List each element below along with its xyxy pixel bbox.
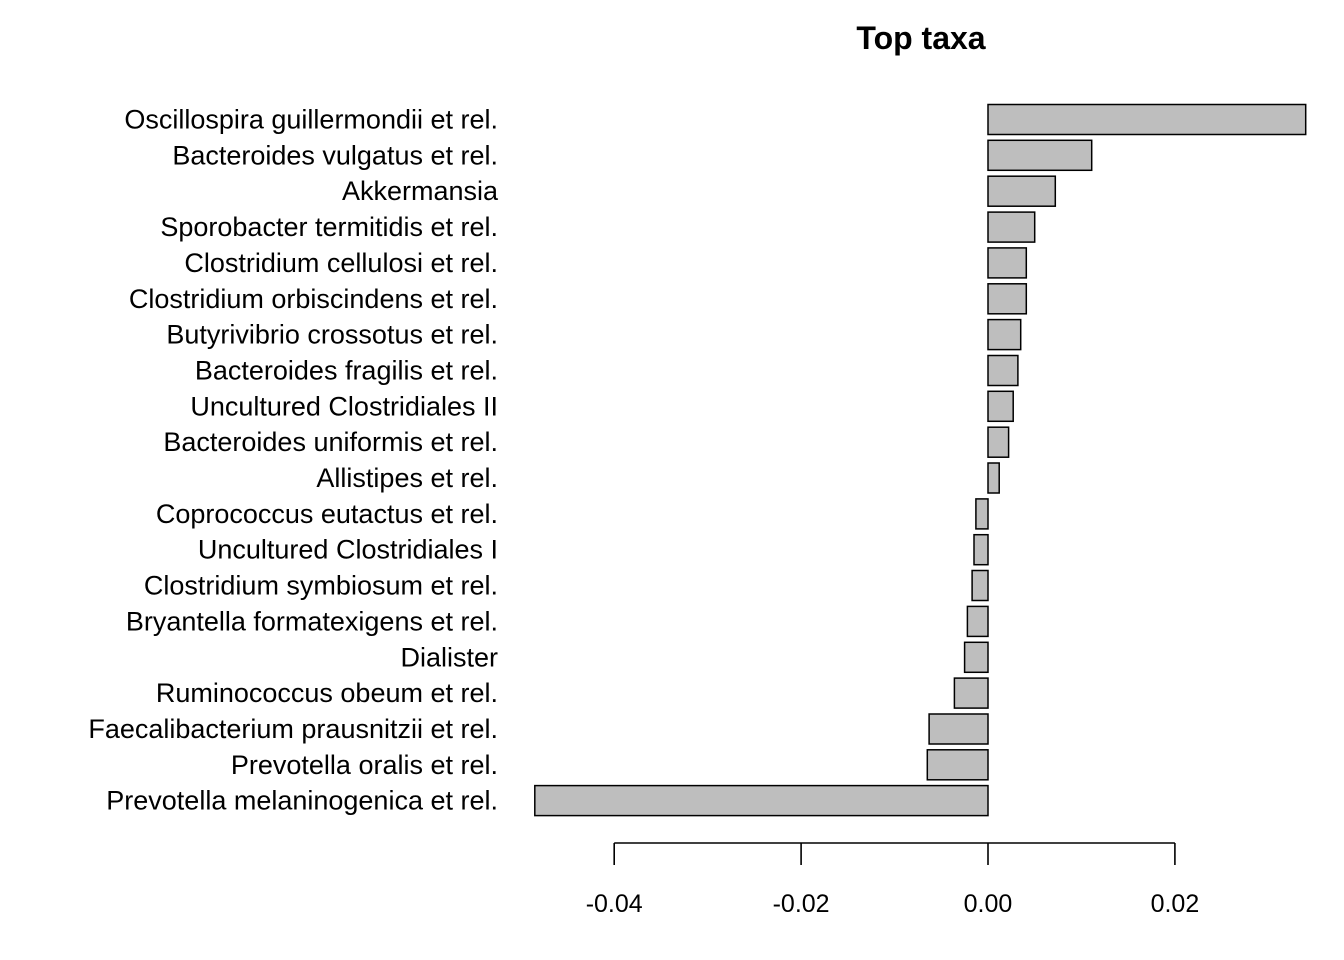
category-label-7: Butyrivibrio crossotus et rel. bbox=[166, 320, 498, 350]
bar-17 bbox=[953, 677, 989, 709]
bar-5 bbox=[987, 247, 1028, 279]
bar-11 bbox=[987, 462, 1000, 494]
bar-12 bbox=[975, 498, 989, 530]
bar-9 bbox=[987, 390, 1014, 423]
bar-8 bbox=[987, 354, 1019, 387]
category-label-9: Uncultured Clostridiales II bbox=[190, 391, 498, 421]
category-label-8: Bacteroides fragilis et rel. bbox=[195, 356, 498, 386]
bar-13 bbox=[973, 533, 989, 566]
bar-6 bbox=[987, 283, 1028, 315]
bar-18 bbox=[928, 713, 989, 745]
category-label-15: Bryantella formatexigens et rel. bbox=[126, 606, 498, 636]
bar-14 bbox=[971, 569, 989, 602]
bar-2 bbox=[987, 139, 1093, 172]
bar-16 bbox=[963, 641, 989, 674]
category-label-10: Bacteroides uniformis et rel. bbox=[163, 427, 498, 457]
bar-4 bbox=[987, 211, 1036, 243]
category-label-18: Faecalibacterium prausnitzii et rel. bbox=[88, 714, 498, 744]
bar-20 bbox=[534, 784, 989, 817]
category-labels: Oscillospira guillermondii et rel. Bacter… bbox=[88, 105, 499, 816]
category-label-3: Akkermansia bbox=[342, 176, 499, 206]
category-label-20: Prevotella melaninogenica et rel. bbox=[106, 786, 498, 816]
bars-group bbox=[534, 103, 1307, 817]
x-tick-label-1: -0.04 bbox=[586, 890, 643, 918]
category-label-12: Coprococcus eutactus et rel. bbox=[156, 499, 498, 529]
bar-1 bbox=[987, 103, 1307, 136]
x-tick-label-3: 0.00 bbox=[964, 890, 1013, 918]
category-label-6: Clostridium orbiscindens et rel. bbox=[129, 284, 498, 314]
category-label-14: Clostridium symbiosum et rel. bbox=[144, 571, 498, 601]
category-label-2: Bacteroides vulgatus et rel. bbox=[172, 140, 498, 170]
x-axis: -0.04 -0.02 0.00 0.02 bbox=[586, 842, 1200, 918]
bar-15 bbox=[966, 605, 989, 638]
x-tick-label-4: 0.02 bbox=[1151, 890, 1200, 918]
category-label-17: Ruminococcus obeum et rel. bbox=[156, 678, 498, 708]
category-label-1: Oscillospira guillermondii et rel. bbox=[124, 105, 498, 135]
category-label-4: Sporobacter termitidis et rel. bbox=[160, 212, 498, 242]
category-label-11: Allistipes et rel. bbox=[316, 463, 498, 493]
bar-19 bbox=[926, 749, 989, 781]
bar-3 bbox=[987, 175, 1057, 207]
category-label-5: Clostridium cellulosi et rel. bbox=[184, 248, 498, 278]
category-label-19: Prevotella oralis et rel. bbox=[231, 750, 498, 780]
category-label-16: Dialister bbox=[400, 642, 498, 672]
x-tick-label-2: -0.02 bbox=[773, 890, 830, 918]
bar-7 bbox=[987, 318, 1022, 351]
bar-10 bbox=[987, 426, 1010, 458]
category-label-13: Uncultured Clostridiales I bbox=[198, 535, 498, 565]
chart-title: Top taxa bbox=[856, 20, 985, 56]
